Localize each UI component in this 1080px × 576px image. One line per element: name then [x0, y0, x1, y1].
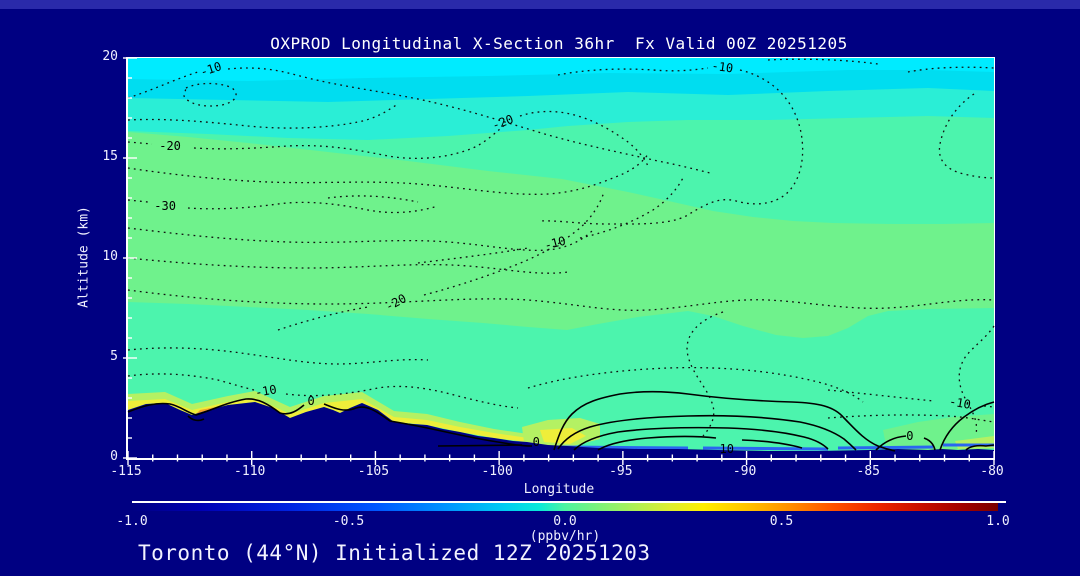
x-tick-label: -115 — [110, 464, 142, 479]
colorbar-tick-label: 0.5 — [769, 514, 794, 529]
contour-label--10: -10 — [948, 394, 972, 412]
station-init-annotation: Toronto (44°N) Initialized 12Z 20251203 — [138, 541, 651, 565]
y-tick-label: 10 — [102, 249, 118, 264]
contour-label--10: -10 — [711, 59, 734, 76]
contour-label-0: 0 — [533, 435, 540, 449]
contour-label--20: -20 — [159, 139, 181, 153]
dotted-contours — [127, 58, 995, 437]
plot-title: OXPROD Longitudinal X-Section 36hr Fx Va… — [270, 34, 848, 53]
contour-label-10: 10 — [720, 442, 734, 456]
y-tick-label: 5 — [110, 349, 118, 364]
axis-ticks — [123, 57, 995, 465]
x-tick-label: -85 — [856, 464, 881, 479]
colorbar-tick-label: 1.0 — [986, 514, 1010, 529]
plot-area: -10 -10 -20 -20 -30 -20 -10 -10 -10 0 0 0 10 — [123, 57, 995, 465]
x-tick-label: -110 — [234, 464, 266, 479]
x-tick-label: -90 — [732, 464, 757, 479]
colorbar-tick-label: 0.0 — [553, 514, 577, 529]
colorbar-tick-label: -0.5 — [332, 514, 365, 529]
colorbar — [132, 503, 998, 511]
contour-label--20: -20 — [490, 112, 515, 133]
contour-label--10: -10 — [198, 59, 223, 79]
contour-label--10: -10 — [543, 234, 568, 253]
y-tick-label: 20 — [102, 49, 118, 64]
x-tick-label: -80 — [980, 464, 1004, 479]
x-axis-label: Longitude — [523, 482, 595, 497]
colorbar-top-line — [132, 501, 1006, 503]
x-tick-label: -95 — [609, 464, 633, 479]
colorbar-units-label: (ppbv/hr) — [529, 529, 601, 544]
x-tick-label: -105 — [357, 464, 390, 479]
y-tick-label: 15 — [102, 149, 118, 164]
contour-label--10: -10 — [254, 382, 278, 400]
window-top-strip — [0, 0, 1080, 9]
contour-label-0: 0 — [307, 394, 314, 408]
terrain — [128, 402, 994, 458]
contour-label--30: -30 — [154, 199, 176, 213]
colorbar-tick-label: -1.0 — [116, 514, 148, 529]
solid-contours — [127, 390, 995, 452]
fill-bands — [128, 58, 994, 458]
x-tick-label: -100 — [481, 464, 513, 479]
contour-label-0: 0 — [906, 429, 913, 443]
y-tick-label: 0 — [110, 449, 118, 464]
